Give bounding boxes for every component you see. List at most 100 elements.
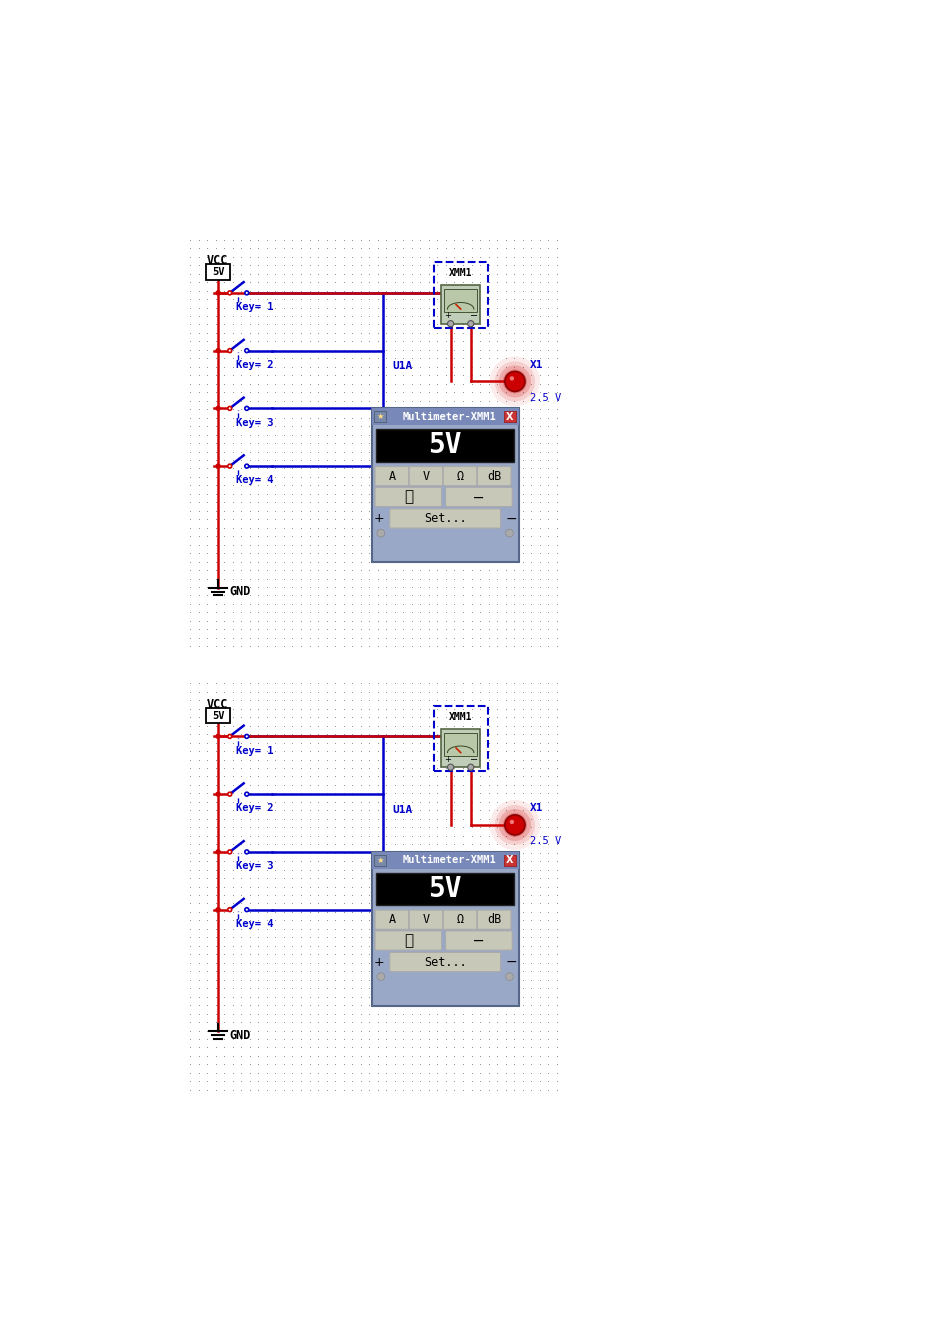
- Circle shape: [505, 529, 513, 537]
- Text: ∿: ∿: [403, 489, 413, 504]
- Text: dB: dB: [486, 913, 500, 927]
- Text: X1: X1: [529, 804, 543, 813]
- Circle shape: [228, 734, 231, 738]
- Text: —: —: [474, 933, 483, 948]
- Bar: [503, 412, 515, 422]
- Text: ★: ★: [376, 412, 383, 421]
- Circle shape: [244, 908, 248, 912]
- Bar: [206, 265, 229, 279]
- Bar: [371, 852, 518, 869]
- Text: +: +: [444, 312, 450, 321]
- Circle shape: [215, 464, 221, 469]
- Text: 2.5 V: 2.5 V: [529, 393, 561, 402]
- Circle shape: [498, 809, 531, 841]
- Text: −: −: [469, 312, 478, 321]
- Circle shape: [215, 734, 221, 739]
- Circle shape: [495, 361, 534, 401]
- Text: Key= 4: Key= 4: [236, 919, 274, 929]
- Text: GND: GND: [229, 1028, 251, 1042]
- Text: XMM1: XMM1: [448, 711, 472, 722]
- FancyBboxPatch shape: [445, 931, 512, 951]
- Bar: [371, 852, 518, 1005]
- Circle shape: [244, 850, 248, 854]
- FancyBboxPatch shape: [375, 931, 441, 951]
- FancyBboxPatch shape: [375, 487, 441, 507]
- Text: GND: GND: [229, 586, 251, 598]
- Text: +: +: [374, 956, 384, 968]
- Text: Multimeter-XMM1: Multimeter-XMM1: [402, 856, 496, 865]
- Bar: [444, 733, 477, 755]
- FancyBboxPatch shape: [443, 910, 477, 929]
- Bar: [376, 429, 514, 461]
- Text: U1A: U1A: [392, 805, 413, 814]
- FancyBboxPatch shape: [445, 487, 512, 507]
- Circle shape: [505, 973, 513, 980]
- Circle shape: [215, 792, 221, 797]
- Text: 5V: 5V: [211, 710, 224, 721]
- Text: A: A: [388, 469, 395, 483]
- Circle shape: [244, 349, 248, 353]
- Circle shape: [495, 805, 534, 845]
- Text: 5V: 5V: [211, 267, 224, 277]
- Bar: [371, 408, 518, 563]
- Text: ★: ★: [376, 856, 383, 865]
- Circle shape: [228, 291, 231, 294]
- Circle shape: [377, 529, 384, 537]
- Bar: [444, 289, 477, 312]
- Circle shape: [489, 357, 540, 406]
- Text: 2.5 V: 2.5 V: [529, 837, 561, 846]
- Circle shape: [215, 290, 221, 295]
- Text: Set...: Set...: [423, 956, 466, 968]
- Bar: [374, 854, 386, 866]
- Bar: [441, 285, 480, 324]
- Text: 5V: 5V: [428, 432, 462, 460]
- Text: XMM1: XMM1: [448, 269, 472, 278]
- Text: Key= 4: Key= 4: [236, 476, 274, 485]
- Text: −: −: [505, 512, 516, 525]
- Bar: [441, 729, 480, 767]
- Text: V: V: [422, 913, 430, 927]
- Bar: [433, 706, 487, 771]
- Circle shape: [215, 405, 221, 410]
- Circle shape: [244, 291, 248, 294]
- Circle shape: [228, 464, 231, 468]
- Circle shape: [244, 406, 248, 410]
- Text: Key= 2: Key= 2: [236, 804, 274, 813]
- Text: ∿: ∿: [403, 933, 413, 948]
- Text: X: X: [506, 856, 514, 865]
- Text: Key= 2: Key= 2: [236, 360, 274, 370]
- Circle shape: [228, 406, 231, 410]
- Circle shape: [244, 793, 248, 796]
- Text: +: +: [444, 755, 450, 763]
- Text: 5V: 5V: [428, 874, 462, 902]
- Bar: [433, 262, 487, 328]
- Circle shape: [215, 849, 221, 854]
- Circle shape: [215, 906, 221, 912]
- Circle shape: [244, 734, 248, 738]
- Text: X: X: [506, 412, 514, 422]
- FancyBboxPatch shape: [443, 467, 477, 485]
- Circle shape: [447, 321, 453, 326]
- Circle shape: [244, 464, 248, 468]
- FancyBboxPatch shape: [409, 467, 443, 485]
- Circle shape: [228, 793, 231, 796]
- Text: VCC: VCC: [206, 698, 228, 711]
- FancyBboxPatch shape: [375, 467, 409, 485]
- Bar: [503, 854, 515, 866]
- Text: Multimeter-XMM1: Multimeter-XMM1: [402, 412, 496, 422]
- Circle shape: [504, 816, 525, 836]
- Bar: [376, 873, 514, 905]
- Bar: [206, 707, 229, 723]
- Text: V: V: [422, 469, 430, 483]
- Circle shape: [502, 369, 527, 393]
- FancyBboxPatch shape: [389, 952, 500, 972]
- Text: −: −: [469, 754, 478, 765]
- Circle shape: [228, 850, 231, 854]
- Text: dB: dB: [486, 469, 500, 483]
- FancyBboxPatch shape: [477, 910, 511, 929]
- Circle shape: [377, 973, 384, 980]
- Circle shape: [228, 349, 231, 353]
- Circle shape: [467, 765, 473, 770]
- FancyBboxPatch shape: [375, 910, 409, 929]
- Circle shape: [467, 321, 473, 326]
